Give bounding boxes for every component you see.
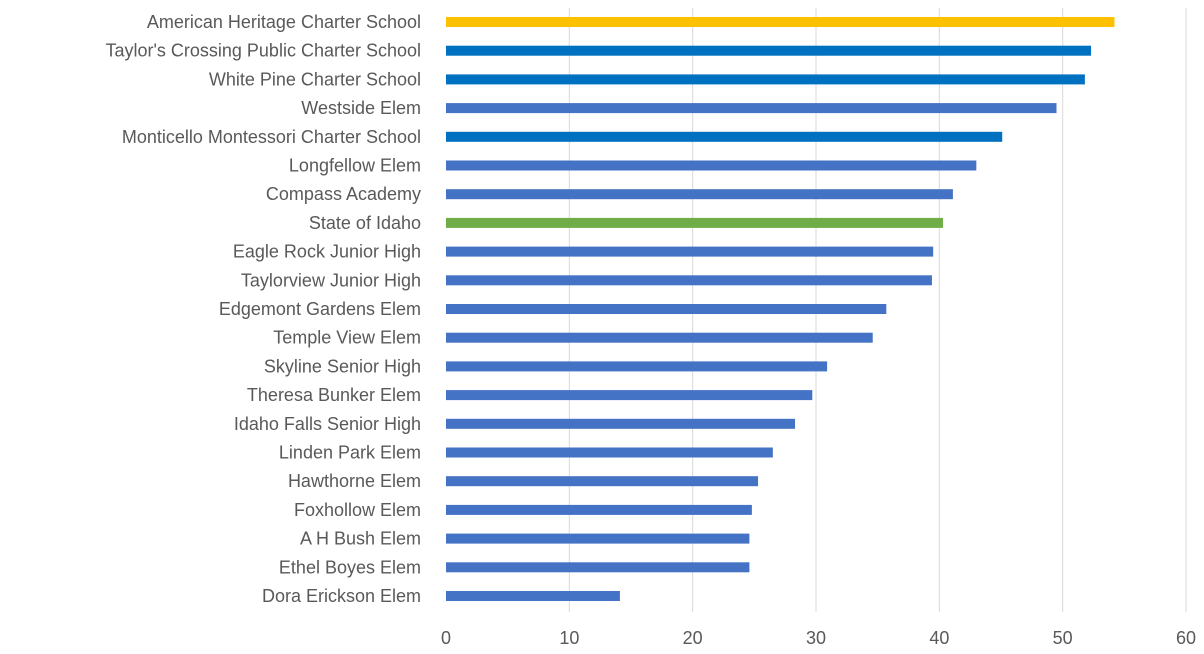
category-label: Temple View Elem — [273, 328, 421, 348]
category-labels: American Heritage Charter School Taylor's… — [105, 12, 421, 606]
bar — [446, 74, 1085, 85]
bar — [446, 217, 944, 228]
bar — [446, 533, 750, 544]
bar — [446, 189, 953, 200]
category-label: Linden Park Elem — [279, 443, 421, 463]
category-label: State of Idaho — [309, 213, 421, 233]
x-tick-label: 10 — [559, 628, 579, 648]
bars — [446, 17, 1115, 601]
category-label: Compass Academy — [266, 184, 421, 204]
bar — [446, 17, 1115, 27]
x-tick-label: 40 — [929, 628, 949, 648]
bar — [446, 246, 934, 257]
category-label: Dora Erickson Elem — [262, 586, 421, 606]
category-label: Longfellow Elem — [289, 156, 421, 176]
x-tick-label: 50 — [1053, 628, 1073, 648]
bar — [446, 591, 620, 601]
bar — [446, 361, 828, 372]
category-label: Idaho Falls Senior High — [234, 414, 421, 434]
bar — [446, 103, 1057, 114]
category-label: Monticello Montessori Charter School — [122, 127, 421, 147]
x-tick-label: 60 — [1176, 628, 1196, 648]
bar — [446, 332, 873, 343]
bar — [446, 304, 887, 314]
category-label: Foxhollow Elem — [294, 500, 421, 520]
category-label: Ethel Boyes Elem — [279, 557, 421, 577]
category-label: American Heritage Charter School — [147, 12, 421, 32]
category-label: Theresa Bunker Elem — [247, 385, 421, 405]
bar — [446, 418, 796, 429]
bar — [446, 131, 1003, 142]
category-label: Skyline Senior High — [264, 356, 421, 376]
x-axis-tick-labels: 0 10 20 30 40 50 60 — [441, 628, 1196, 648]
category-label: Taylor's Crossing Public Charter School — [105, 41, 421, 61]
bar — [446, 504, 752, 515]
x-tick-label: 30 — [806, 628, 826, 648]
category-label: A H Bush Elem — [300, 529, 421, 549]
bar — [446, 562, 750, 573]
category-label: White Pine Charter School — [209, 69, 421, 89]
bar — [446, 160, 977, 171]
category-label: Hawthorne Elem — [288, 471, 421, 491]
x-tick-label: 20 — [683, 628, 703, 648]
bar — [446, 390, 813, 401]
category-label: Eagle Rock Junior High — [233, 242, 421, 262]
category-label: Westside Elem — [301, 98, 421, 118]
bar — [446, 275, 932, 286]
category-label: Taylorview Junior High — [241, 270, 421, 290]
bar — [446, 447, 773, 458]
bar — [446, 476, 759, 487]
bar — [446, 45, 1092, 56]
category-label: Edgemont Gardens Elem — [219, 299, 421, 319]
x-tick-label: 0 — [441, 628, 451, 648]
